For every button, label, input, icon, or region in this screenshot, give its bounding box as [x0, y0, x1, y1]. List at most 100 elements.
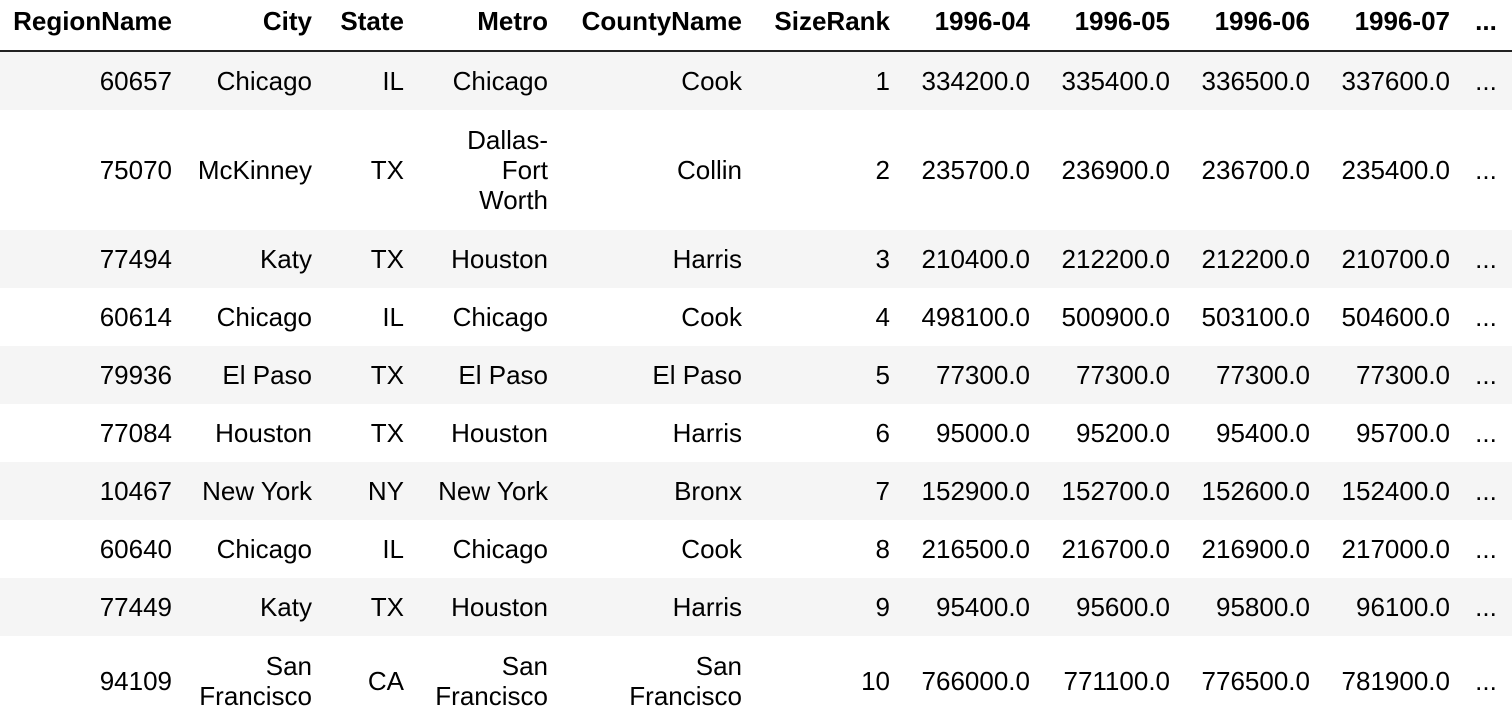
cell-ellipsis: ...: [1475, 666, 1497, 696]
cell-regionname: 79936: [99, 360, 172, 390]
cell-regionname: 75070: [99, 155, 172, 185]
table-row[interactable]: 94109 San Francisco CA San Francisco San Fra…: [0, 636, 1512, 726]
cell-1996-04: 77300.0: [936, 360, 1030, 390]
cell-regionname: 77494: [99, 244, 172, 274]
column-header-regionname[interactable]: RegionName: [0, 0, 176, 52]
cell-regionname: 60640: [99, 534, 172, 564]
cell-1996-06: 95800.0: [1216, 592, 1310, 622]
column-header-1996-05[interactable]: 1996-05: [1040, 0, 1180, 52]
column-header-ellipsis: ...: [1460, 0, 1512, 52]
cell-1996-05: 95200.0: [1076, 418, 1170, 448]
cell-1996-04: 498100.0: [921, 302, 1030, 332]
cell-countyname: Cook: [681, 66, 742, 96]
cell-1996-06: 77300.0: [1216, 360, 1310, 390]
cell-ellipsis: ...: [1475, 418, 1497, 448]
cell-state: IL: [382, 534, 404, 564]
cell-1996-07: 504600.0: [1341, 302, 1450, 332]
cell-countyname: Cook: [681, 534, 742, 564]
column-header-1996-06[interactable]: 1996-06: [1180, 0, 1320, 52]
cell-city: Chicago: [216, 66, 312, 96]
cell-1996-05: 216700.0: [1061, 534, 1170, 564]
column-header-sizerank[interactable]: SizeRank: [752, 0, 900, 52]
table-body: 60657 Chicago IL Chicago Cook 1 334200.0 335400…: [0, 51, 1512, 726]
cell-countyname: Harris: [672, 592, 742, 622]
column-header-state[interactable]: State: [322, 0, 414, 52]
cell-sizerank: 10: [861, 666, 890, 696]
cell-metro: New York: [438, 476, 548, 506]
cell-1996-06: 216900.0: [1201, 534, 1310, 564]
cell-1996-04: 334200.0: [921, 66, 1030, 96]
cell-1996-05: 152700.0: [1061, 476, 1170, 506]
cell-metro: Chicago: [452, 534, 548, 564]
cell-sizerank: 5: [875, 360, 890, 390]
cell-city: Katy: [259, 592, 312, 622]
cell-1996-05: 236900.0: [1061, 155, 1170, 185]
cell-city: Katy: [259, 244, 312, 274]
table-row[interactable]: 75070 McKinney TX Dallas- Fort Worth Collin 2…: [0, 110, 1512, 230]
column-header-metro[interactable]: Metro: [414, 0, 558, 52]
cell-1996-06: 152600.0: [1201, 476, 1310, 506]
cell-1996-05: 77300.0: [1076, 360, 1170, 390]
cell-1996-05: 771100.0: [1063, 666, 1170, 696]
table-row[interactable]: 77494 Katy TX Houston Harris 3 210400.0 212200.…: [0, 230, 1512, 288]
table-row[interactable]: 60657 Chicago IL Chicago Cook 1 334200.0 335400…: [0, 51, 1512, 110]
cell-sizerank: 3: [875, 244, 890, 274]
cell-metro: San Francisco: [435, 651, 548, 711]
cell-sizerank: 2: [875, 155, 890, 185]
cell-city: San Francisco: [199, 651, 312, 711]
cell-city: Chicago: [216, 534, 312, 564]
cell-1996-06: 236700.0: [1201, 155, 1310, 185]
cell-1996-07: 77300.0: [1356, 360, 1450, 390]
column-header-city[interactable]: City: [176, 0, 322, 52]
table-row[interactable]: 60614 Chicago IL Chicago Cook 4 498100.0 500900…: [0, 288, 1512, 346]
cell-countyname: Collin: [676, 155, 742, 185]
cell-1996-04: 216500.0: [921, 534, 1030, 564]
cell-1996-04: 95400.0: [936, 592, 1030, 622]
cell-1996-05: 95600.0: [1076, 592, 1170, 622]
cell-1996-05: 500900.0: [1061, 302, 1170, 332]
cell-sizerank: 4: [875, 302, 890, 332]
cell-ellipsis: ...: [1475, 592, 1497, 622]
cell-sizerank: 6: [875, 418, 890, 448]
cell-regionname: 10467: [99, 476, 172, 506]
cell-state: TX: [370, 418, 404, 448]
cell-city: McKinney: [197, 155, 312, 185]
cell-1996-07: 95700.0: [1356, 418, 1450, 448]
cell-state: TX: [370, 360, 404, 390]
cell-ellipsis: ...: [1475, 302, 1497, 332]
cell-1996-04: 235700.0: [921, 155, 1030, 185]
table-row[interactable]: 10467 New York NY New York Bronx 7 152900.0 152…: [0, 462, 1512, 520]
cell-state: TX: [370, 592, 404, 622]
cell-1996-06: 776500.0: [1201, 666, 1310, 696]
column-header-1996-04[interactable]: 1996-04: [900, 0, 1040, 52]
cell-countyname: San Francisco: [629, 651, 742, 711]
cell-ellipsis: ...: [1475, 244, 1497, 274]
cell-1996-07: 781900.0: [1341, 666, 1450, 696]
table-row[interactable]: 77449 Katy TX Houston Harris 9 95400.0 95600.0 9…: [0, 578, 1512, 636]
table-row[interactable]: 77084 Houston TX Houston Harris 6 95000.0 95200…: [0, 404, 1512, 462]
cell-state: IL: [382, 302, 404, 332]
cell-regionname: 77449: [99, 592, 172, 622]
table-row[interactable]: 79936 El Paso TX El Paso El Paso 5 77300.0 7730…: [0, 346, 1512, 404]
column-header-1996-07[interactable]: 1996-07: [1320, 0, 1460, 52]
cell-1996-07: 210700.0: [1341, 244, 1450, 274]
cell-countyname: Harris: [672, 244, 742, 274]
cell-1996-06: 212200.0: [1201, 244, 1310, 274]
cell-1996-07: 217000.0: [1341, 534, 1450, 564]
cell-state: NY: [367, 476, 404, 506]
cell-sizerank: 7: [875, 476, 890, 506]
cell-1996-07: 96100.0: [1356, 592, 1450, 622]
cell-1996-04: 152900.0: [921, 476, 1030, 506]
cell-countyname: Cook: [681, 302, 742, 332]
cell-1996-07: 337600.0: [1341, 66, 1450, 96]
cell-ellipsis: ...: [1475, 155, 1497, 185]
header-row: RegionName City State Metro CountyName S…: [0, 0, 1512, 52]
cell-countyname: El Paso: [652, 360, 742, 390]
table-row[interactable]: 60640 Chicago IL Chicago Cook 8 216500.0 216700…: [0, 520, 1512, 578]
cell-metro: Chicago: [452, 302, 548, 332]
cell-state: TX: [370, 244, 404, 274]
cell-city: Chicago: [216, 302, 312, 332]
column-header-countyname[interactable]: CountyName: [558, 0, 752, 52]
cell-1996-04: 210400.0: [921, 244, 1030, 274]
